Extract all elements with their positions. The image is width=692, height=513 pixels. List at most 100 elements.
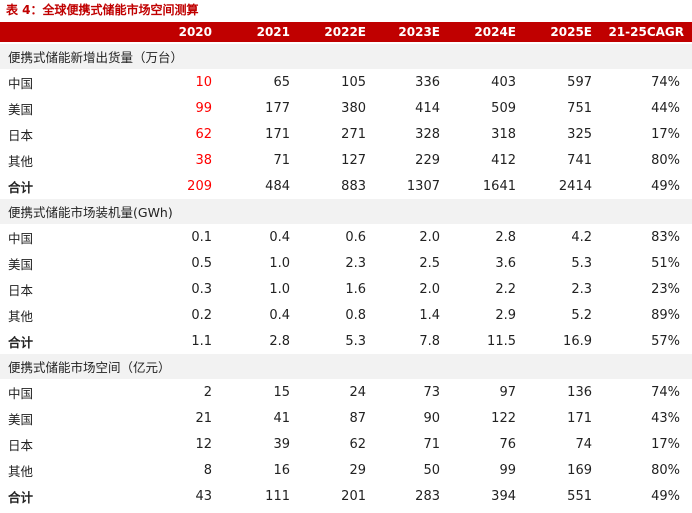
cell-2020: 12 — [195, 436, 212, 452]
cell-2020: 1.1 — [191, 333, 212, 349]
section-label: 便携式储能市场装机量(GWh) — [8, 205, 173, 220]
cell-2023e: 336 — [415, 74, 440, 90]
cell-2024e: 122 — [491, 410, 516, 426]
row-label: 中国 — [8, 385, 34, 401]
header-2024e: 2024E — [474, 25, 516, 39]
table-row: 其他 0.2 0.4 0.8 1.4 2.9 5.2 89% — [0, 302, 692, 328]
cell-2022e: 0.8 — [345, 307, 366, 323]
cell-2022e: 380 — [341, 100, 366, 116]
cell-2024e: 99 — [499, 462, 516, 478]
cell-2025e: 169 — [567, 462, 592, 478]
table-row: 美国 0.5 1.0 2.3 2.5 3.6 5.3 51% — [0, 250, 692, 276]
table-row: 美国 99 177 380 414 509 751 44% — [0, 95, 692, 121]
cell-2024e: 2.2 — [495, 281, 516, 297]
cell-2020: 0.1 — [191, 229, 212, 245]
cell-2022e: 2.3 — [345, 255, 366, 271]
cell-2025e: 597 — [567, 74, 592, 90]
cell-cagr: 49% — [651, 488, 680, 504]
cell-2022e: 883 — [341, 178, 366, 194]
cell-2024e: 3.6 — [495, 255, 516, 271]
cell-2024e: 394 — [491, 488, 516, 504]
cell-cagr: 74% — [651, 384, 680, 400]
row-label: 合计 — [8, 179, 34, 195]
cell-cagr: 44% — [651, 100, 680, 116]
cell-2021: 111 — [265, 488, 290, 504]
cell-2023e: 1307 — [406, 178, 440, 194]
cell-2024e: 2.8 — [495, 229, 516, 245]
header-2021: 2021 — [256, 25, 290, 39]
table-row-total: 合计 1.1 2.8 5.3 7.8 11.5 16.9 57% — [0, 328, 692, 354]
row-label: 中国 — [8, 230, 34, 246]
cell-2021: 71 — [273, 152, 290, 168]
cell-2021: 1.0 — [269, 281, 290, 297]
cell-2024e: 1641 — [482, 178, 516, 194]
section-capacity: 便携式储能市场装机量(GWh) — [0, 199, 692, 224]
cell-2024e: 11.5 — [487, 333, 516, 349]
cell-2024e: 412 — [491, 152, 516, 168]
cell-cagr: 83% — [651, 229, 680, 245]
cell-cagr: 57% — [651, 333, 680, 349]
section-label: 便携式储能市场空间（亿元） — [8, 360, 171, 375]
cell-cagr: 43% — [651, 410, 680, 426]
cell-2025e: 5.2 — [571, 307, 592, 323]
cell-cagr: 17% — [651, 126, 680, 142]
cell-2024e: 97 — [499, 384, 516, 400]
table-header: 2020 2021 2022E 2023E 2024E 2025E 21-25C… — [0, 22, 692, 42]
cell-2023e: 283 — [415, 488, 440, 504]
row-label: 美国 — [8, 101, 34, 117]
cell-2025e: 2414 — [558, 178, 592, 194]
section-shipments: 便携式储能新增出货量（万台） — [0, 44, 692, 69]
cell-2021: 16 — [273, 462, 290, 478]
cell-cagr: 80% — [651, 152, 680, 168]
cell-2020: 2 — [203, 384, 212, 400]
cell-2025e: 741 — [567, 152, 592, 168]
cell-cagr: 49% — [651, 178, 680, 194]
cell-2023e: 50 — [423, 462, 440, 478]
cell-2021: 15 — [273, 384, 290, 400]
cell-2020: 99 — [195, 100, 212, 116]
table-row: 中国 2 15 24 73 97 136 74% — [0, 379, 692, 405]
cell-cagr: 80% — [651, 462, 680, 478]
cell-2022e: 105 — [341, 74, 366, 90]
cell-2021: 484 — [265, 178, 290, 194]
row-label: 美国 — [8, 256, 34, 272]
cell-2021: 0.4 — [269, 307, 290, 323]
cell-2024e: 76 — [499, 436, 516, 452]
cell-cagr: 89% — [651, 307, 680, 323]
cell-2023e: 71 — [423, 436, 440, 452]
cell-2023e: 2.5 — [419, 255, 440, 271]
row-label: 其他 — [8, 308, 34, 324]
table-row: 其他 38 71 127 229 412 741 80% — [0, 147, 692, 173]
row-label: 美国 — [8, 411, 34, 427]
cell-2024e: 403 — [491, 74, 516, 90]
section-label: 便携式储能新增出货量（万台） — [8, 50, 184, 65]
cell-2024e: 509 — [491, 100, 516, 116]
cell-2025e: 74 — [575, 436, 592, 452]
cell-2020: 0.5 — [191, 255, 212, 271]
cell-2024e: 318 — [491, 126, 516, 142]
cell-2025e: 16.9 — [563, 333, 592, 349]
header-2025e: 2025E — [550, 25, 592, 39]
cell-2024e: 2.9 — [495, 307, 516, 323]
cell-2020: 8 — [203, 462, 212, 478]
cell-2023e: 1.4 — [419, 307, 440, 323]
cell-2022e: 5.3 — [345, 333, 366, 349]
cell-2025e: 136 — [567, 384, 592, 400]
cell-2021: 2.8 — [269, 333, 290, 349]
cell-2021: 0.4 — [269, 229, 290, 245]
table-row: 中国 10 65 105 336 403 597 74% — [0, 69, 692, 95]
table-row-total: 合计 209 484 883 1307 1641 2414 49% — [0, 173, 692, 199]
row-label: 合计 — [8, 489, 34, 505]
cell-2023e: 229 — [415, 152, 440, 168]
cell-cagr: 17% — [651, 436, 680, 452]
cell-2023e: 73 — [423, 384, 440, 400]
table-row: 中国 0.1 0.4 0.6 2.0 2.8 4.2 83% — [0, 224, 692, 250]
table-row: 日本 62 171 271 328 318 325 17% — [0, 121, 692, 147]
table-row: 其他 8 16 29 50 99 169 80% — [0, 457, 692, 483]
cell-2020: 209 — [187, 178, 212, 194]
cell-2023e: 90 — [423, 410, 440, 426]
cell-2022e: 87 — [349, 410, 366, 426]
cell-2020: 43 — [195, 488, 212, 504]
table-row-total: 合计 43 111 201 283 394 551 49% — [0, 483, 692, 509]
cell-2020: 62 — [195, 126, 212, 142]
